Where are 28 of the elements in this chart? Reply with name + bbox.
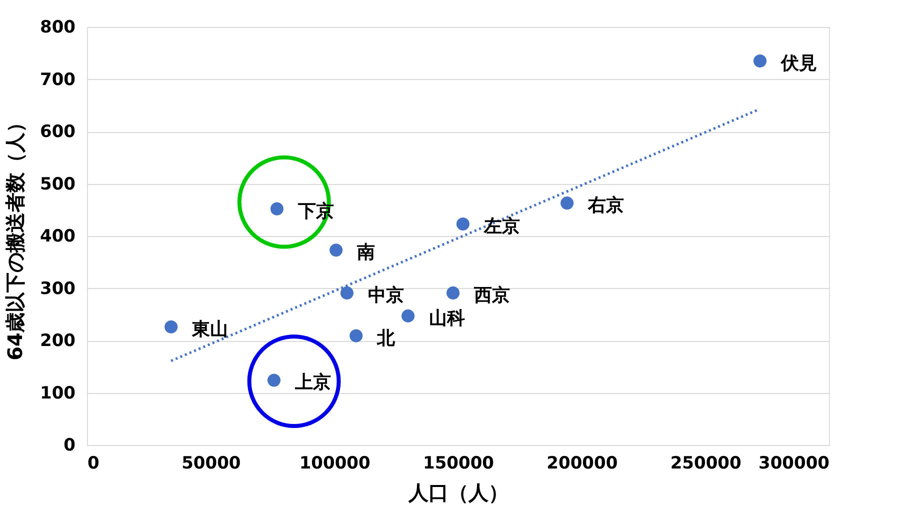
annotation: 南 <box>356 242 376 264</box>
y-tick-label: 400 <box>40 226 76 246</box>
y-tick-label: 700 <box>40 70 76 90</box>
x-tick-label: 150000 <box>423 454 494 474</box>
x-tick-label: 100000 <box>299 454 370 474</box>
x-tick-label: 250000 <box>670 454 742 474</box>
y-tick-label: 500 <box>40 174 76 194</box>
annotation: 伏見 <box>780 52 817 74</box>
y-tick-label: 0 <box>64 436 76 456</box>
annotation: 東山 <box>191 318 228 340</box>
annotation: 左京 <box>482 216 520 237</box>
annotation: 山科 <box>429 308 466 329</box>
x-tick-label: 0 <box>88 454 100 474</box>
annotation: 中京 <box>368 284 404 306</box>
y-tick-label: 200 <box>40 331 76 351</box>
annotation: 右京 <box>587 195 624 216</box>
y-tick-label: 300 <box>40 278 76 299</box>
x-axis-title: 人口（人） <box>408 480 508 504</box>
y-tick-label: 600 <box>40 122 76 142</box>
x-tick-label: 200000 <box>546 454 618 474</box>
x-tick-label: 50000 <box>182 454 241 474</box>
annotation: 上京 <box>294 372 331 394</box>
y-tick-label: 100 <box>40 383 76 404</box>
y-tick-label: 800 <box>40 18 76 38</box>
x-tick-label: 300000 <box>758 454 830 474</box>
annotation: 北 <box>376 328 396 349</box>
y-axis-title: 64歳以下の搬送者数（人） <box>3 112 28 360</box>
annotation: 西京 <box>473 284 510 306</box>
